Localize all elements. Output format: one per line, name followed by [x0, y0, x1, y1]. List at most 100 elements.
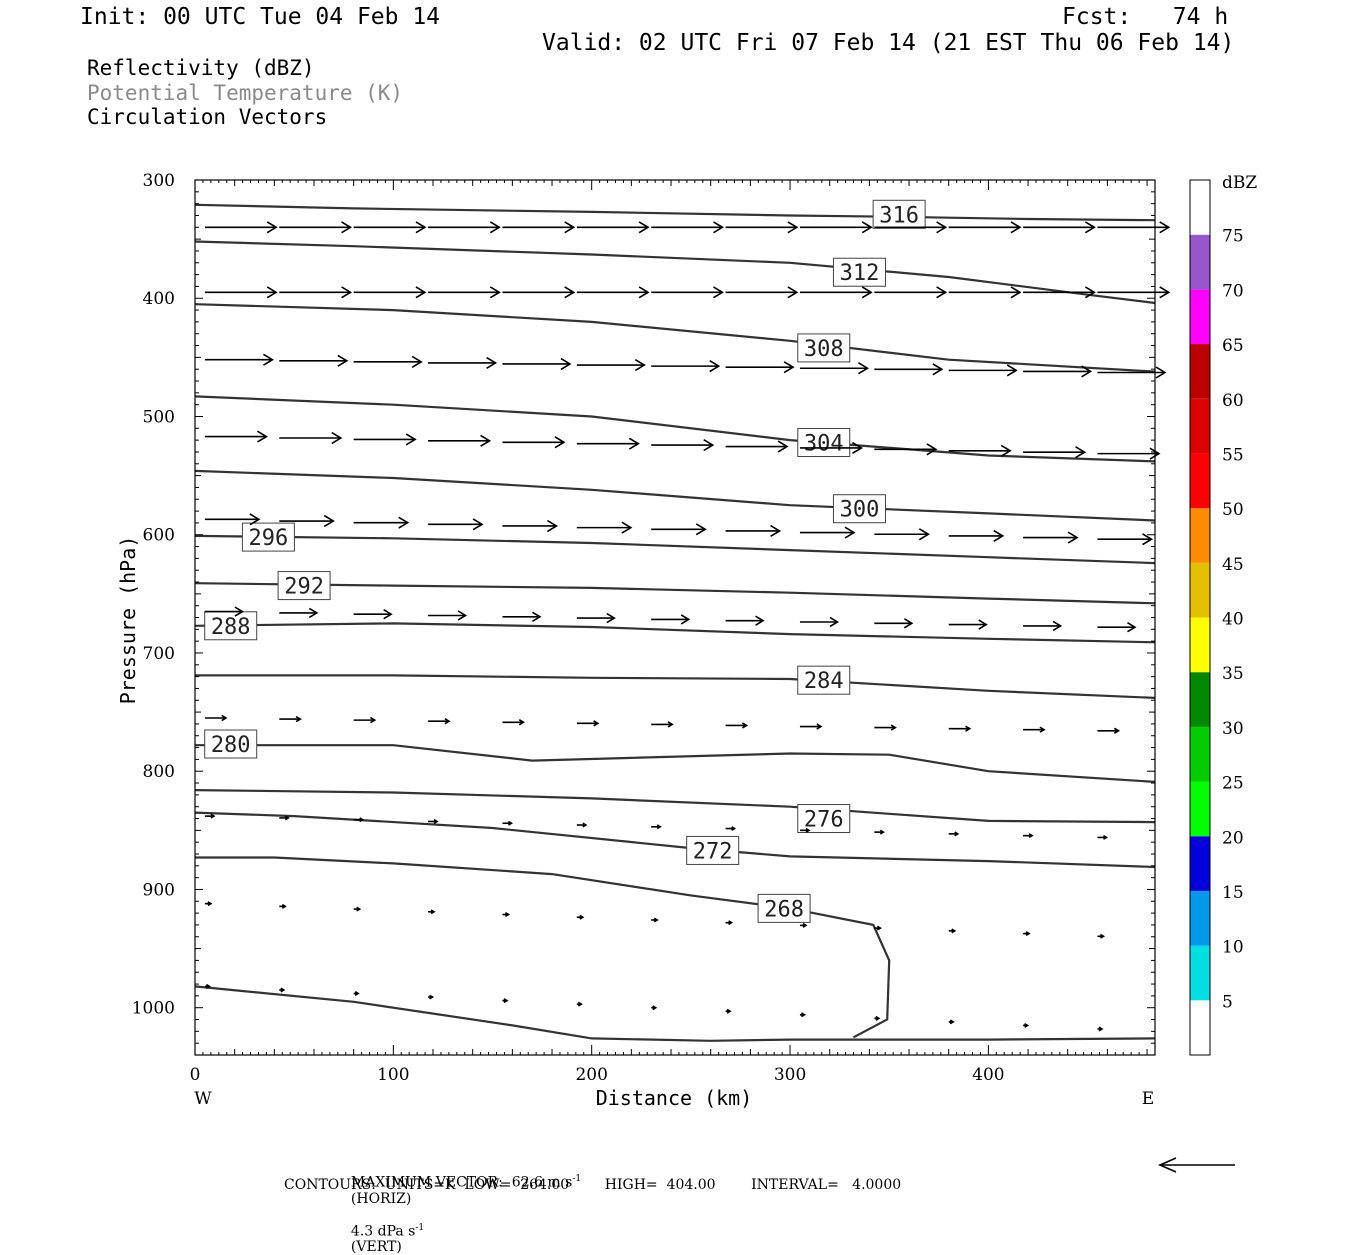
vector-arrow [651, 523, 707, 536]
vector-arrow [874, 618, 914, 629]
field-title-theta: Potential Temperature (K) [87, 81, 404, 105]
vector-arrow [353, 355, 423, 368]
vector-arrow [1023, 620, 1063, 632]
vector-arrow [725, 615, 765, 626]
y-tick-label: 300 [143, 171, 175, 191]
contour-label-276: 276 [804, 808, 844, 833]
vector-arrow [725, 221, 799, 234]
contour-info-line: CONTOURS: UNITS=K LOW= 264.00 HIGH= 404.… [284, 1177, 902, 1193]
contour-276 [194, 789, 1156, 824]
vector-arrow [651, 1005, 658, 1011]
max-vector-horiz-unit: (HORIZ) [350, 1190, 412, 1207]
vector-arrow [428, 518, 484, 531]
vector-arrow [428, 221, 501, 234]
east-label: E [1142, 1089, 1154, 1109]
vector-arrow [576, 1001, 583, 1007]
colorbar-swatch [1190, 562, 1210, 618]
theta-contours: 316 312 308 304 300 296 292 288 284 280 276 272 268 [194, 199, 1156, 1042]
vector-arrow [353, 516, 410, 529]
vector-arrow [576, 286, 650, 299]
vector-arrow [799, 922, 808, 928]
vector-arrow [204, 430, 268, 443]
vector-arrow [651, 439, 715, 452]
colorbar-tick-label: 65 [1222, 336, 1244, 356]
colorbar-tick-label: 35 [1222, 664, 1244, 684]
vector-arrow [874, 286, 948, 299]
colorbar-swatch [1190, 890, 1210, 946]
contour-label-288: 288 [211, 615, 251, 640]
colorbar-swatch [1190, 398, 1210, 454]
contour-label-box-308 [797, 333, 851, 363]
contour-label-284: 284 [804, 669, 844, 694]
vector-arrow [651, 221, 725, 234]
contour-label-280: 280 [211, 733, 251, 758]
vector-arrow [279, 715, 302, 723]
vector-arrow [948, 364, 1018, 377]
vector-arrow [1097, 447, 1161, 460]
vector-arrow [428, 286, 501, 299]
vector-arrow [651, 917, 659, 923]
colorbar-border [1189, 179, 1211, 1056]
vector-arrow [725, 826, 737, 832]
init-time-label: Init: 00 UTC Tue 04 Feb 14 [80, 4, 441, 30]
contour-280 [195, 744, 1156, 783]
vector-arrow [799, 1012, 807, 1018]
vector-arrow [1097, 286, 1171, 299]
vector-arrow [279, 514, 335, 528]
colorbar-tick-label: 10 [1222, 938, 1244, 958]
colorbar-tick-label: 55 [1222, 445, 1244, 465]
x-tick-label: 200 [575, 1065, 607, 1085]
vector-arrow [279, 903, 287, 909]
vector-arrow [502, 912, 510, 918]
y-tick-label: 900 [143, 880, 175, 900]
reference-vector-arrow [1158, 1157, 1235, 1173]
contour-label-box-304 [797, 428, 851, 457]
contour-308 [194, 303, 1156, 373]
contour-label-312: 312 [840, 261, 880, 286]
vector-arrow [279, 607, 319, 619]
circulation-vectors [204, 221, 1171, 1032]
vector-arrow [576, 221, 650, 234]
vector-arrow [576, 358, 646, 372]
x-tick-label: 100 [377, 1065, 409, 1085]
colorbar-tick-label: 30 [1222, 719, 1244, 739]
vector-arrow [799, 362, 870, 375]
y-tick-label: 500 [143, 407, 175, 427]
vector-arrow [502, 611, 542, 622]
vector-arrow [279, 221, 353, 234]
vector-arrow [1023, 286, 1096, 299]
colorbar-tick-label: 50 [1222, 500, 1244, 520]
contour-label-box-288 [204, 611, 258, 641]
vector-arrow [353, 286, 427, 299]
x-tick-label: 0 [190, 1065, 201, 1085]
vector-arrow [874, 829, 885, 835]
vector-arrow [353, 609, 393, 620]
contour-label-box-312 [832, 257, 886, 287]
contour-label-300: 300 [840, 498, 880, 523]
vector-arrow [1097, 622, 1137, 633]
vector-arrow [651, 721, 674, 728]
vector-arrow [353, 991, 360, 996]
vector-arrow [204, 221, 278, 234]
vector-arrow [948, 928, 957, 934]
colorbar-swatch [1190, 180, 1210, 235]
x-tick-label: 400 [972, 1065, 1004, 1085]
vector-arrow [502, 719, 525, 726]
vector-arrow [576, 822, 588, 828]
vector-arrow [279, 987, 286, 993]
contour-304 [194, 395, 1156, 463]
vector-arrow [502, 519, 558, 533]
field-title-vectors: Circulation Vectors [87, 105, 328, 129]
vector-arrow [1097, 933, 1106, 939]
colorbar-unit-label: dBZ [1222, 173, 1257, 193]
contour-316 [194, 203, 1156, 222]
vector-arrow [502, 286, 576, 299]
contour-label-304: 304 [804, 432, 844, 457]
colorbar-swatch [1190, 617, 1210, 673]
contour-284 [195, 674, 1156, 699]
contour-label-box-268 [757, 893, 811, 923]
vector-arrow [502, 436, 566, 449]
vector-arrow [1023, 446, 1087, 459]
vector-arrow [874, 363, 944, 376]
vector-arrow [799, 723, 823, 730]
